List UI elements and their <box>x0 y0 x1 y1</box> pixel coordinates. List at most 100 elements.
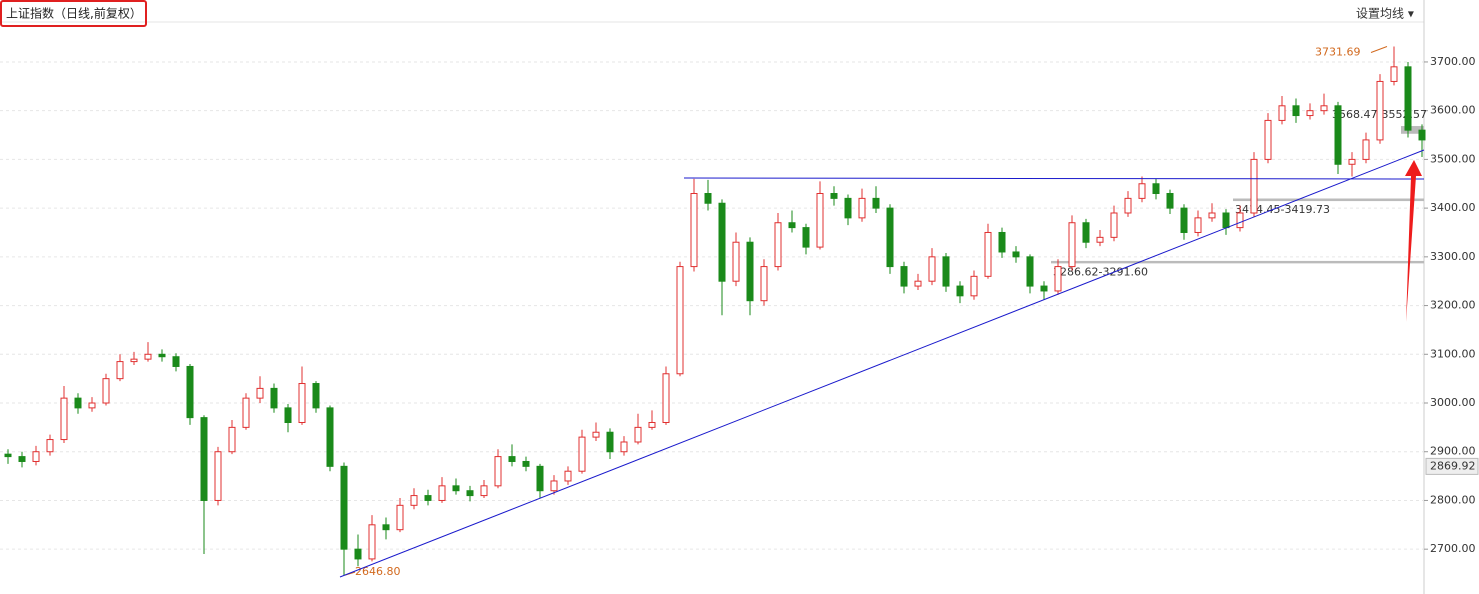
candle-body <box>172 356 180 367</box>
gap-label: 3286.62-3291.60 <box>1053 265 1148 278</box>
candle-body <box>1320 105 1328 112</box>
candle-body <box>284 407 292 423</box>
candle-body <box>886 207 894 268</box>
candle-body <box>396 504 404 531</box>
candle-body <box>1404 66 1412 131</box>
candle-body <box>1250 158 1258 214</box>
candle-body <box>1222 212 1230 229</box>
candle-body <box>1418 129 1426 141</box>
candle-body <box>550 480 558 492</box>
candle-body <box>1376 80 1384 141</box>
candle-body <box>130 358 138 363</box>
candle-body <box>900 266 908 287</box>
candle-body <box>200 417 208 501</box>
candle-body <box>844 197 852 219</box>
low-label: 2646.80 <box>355 565 401 578</box>
candle-body <box>1292 105 1300 117</box>
candle-body <box>1012 251 1020 258</box>
resistance-line <box>683 177 1425 180</box>
candle-body <box>158 353 166 358</box>
candle-body <box>438 485 446 501</box>
candle-body <box>270 387 278 409</box>
candle-body <box>74 397 82 409</box>
candle-body <box>1208 212 1216 219</box>
candle-body <box>634 426 642 443</box>
candle-body <box>774 222 782 268</box>
candle-body <box>942 256 950 287</box>
last-price-box <box>1425 457 1479 475</box>
candle-body <box>326 407 334 467</box>
y-tick-label: 3100.00 <box>1430 347 1476 360</box>
candle-body <box>18 456 26 462</box>
candle-body <box>1110 212 1118 238</box>
candle-body <box>1166 193 1174 209</box>
candle-body <box>32 451 40 462</box>
candle-body <box>354 548 362 560</box>
candle-body <box>1082 222 1090 243</box>
candle-body <box>802 227 810 248</box>
candle-body <box>984 231 992 277</box>
candle-body <box>382 524 390 531</box>
candle-body <box>144 353 152 360</box>
candle-body <box>368 524 376 560</box>
gap-zone <box>1051 260 1424 264</box>
candle-body <box>1278 105 1286 121</box>
candle-body <box>816 193 824 248</box>
candle-body <box>536 465 544 492</box>
candle-body <box>914 280 922 287</box>
candle-body <box>830 193 838 199</box>
high-pointer <box>1370 46 1388 53</box>
candle-body <box>1054 266 1062 292</box>
candle-body <box>1390 66 1398 82</box>
candle-body <box>592 431 600 438</box>
candle-body <box>508 456 516 462</box>
candle-body <box>214 451 222 501</box>
y-tick-label: 3200.00 <box>1430 299 1476 312</box>
chart-title: 上证指数（日线,前复权） <box>6 6 142 21</box>
candle-body <box>242 397 250 428</box>
candle-body <box>928 256 936 282</box>
gap-zone <box>1233 198 1424 202</box>
y-tick-label: 3700.00 <box>1430 55 1476 68</box>
candle-body <box>116 361 124 380</box>
candle-body <box>1306 110 1314 117</box>
y-tick-label: 3600.00 <box>1430 104 1476 117</box>
candle-body <box>760 266 768 302</box>
candle-body <box>1362 139 1370 160</box>
y-tick-label: 2800.00 <box>1430 493 1476 506</box>
candle-body <box>1096 236 1104 243</box>
candle-body <box>704 193 712 204</box>
gap-label: 3414.45-3419.73 <box>1235 203 1330 216</box>
gap-zone <box>1401 126 1424 134</box>
y-tick-label: 3000.00 <box>1430 396 1476 409</box>
candle-body <box>606 431 614 453</box>
candle-body <box>88 402 96 409</box>
candle-body <box>620 441 628 453</box>
candle-body <box>746 241 754 302</box>
title-box <box>0 0 147 27</box>
candle-body <box>998 231 1006 253</box>
candle-body <box>1068 222 1076 268</box>
candle-body <box>1152 183 1160 195</box>
candle-body <box>312 383 320 409</box>
ma-settings[interactable]: 设置均线 ▾ <box>1356 7 1414 21</box>
candle-body <box>956 285 964 297</box>
red-arrow <box>1405 160 1422 322</box>
candle-body <box>1348 158 1356 165</box>
candle-body <box>676 266 684 375</box>
candle-body <box>718 202 726 282</box>
candle-body <box>662 373 670 423</box>
candle-body <box>228 426 236 453</box>
last-price-label: 2869.92 <box>1430 459 1476 472</box>
plot: 2700.00 2800.00 2900.00 3000.00 3100.00 3200.… <box>0 46 1479 578</box>
candle-body <box>4 453 12 458</box>
y-tick-label: 2900.00 <box>1430 445 1476 458</box>
candle-body <box>1124 197 1132 214</box>
candle-body <box>298 383 306 423</box>
candle-body <box>732 241 740 282</box>
candle-body <box>494 456 502 487</box>
candle-body <box>578 436 586 472</box>
y-tick-label: 2700.00 <box>1430 542 1476 555</box>
candle-body <box>466 490 474 497</box>
